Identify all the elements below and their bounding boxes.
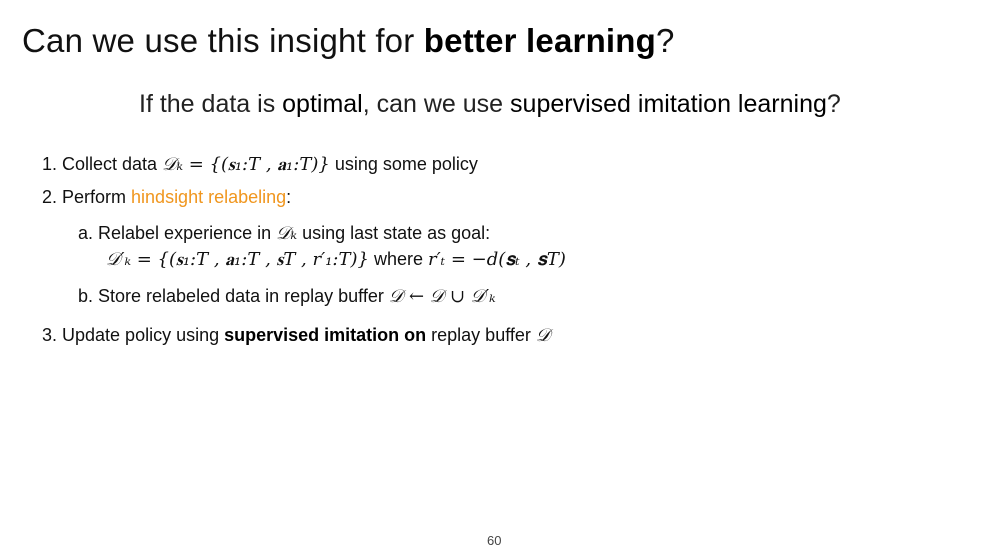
step-2-suffix: : — [286, 187, 292, 207]
step-2a-formula: 𝒟′ₖ = {(𝐬₁:T , 𝐚₁:T , 𝐬T , r′₁:T)} where… — [106, 249, 566, 270]
step-3-label: 3. Update policy using — [42, 325, 225, 345]
step-3: 3. Update policy using supervised imitat… — [42, 325, 550, 346]
step-2-label: 2. Perform — [42, 187, 132, 207]
title-emphasis: better learning — [423, 22, 657, 59]
step-2b-label: b. Store relabeled data in replay buffer — [78, 286, 389, 306]
step-2b: b. Store relabeled data in replay buffer… — [78, 286, 496, 307]
title-suffix: ? — [656, 22, 675, 59]
subtitle-part3: ? — [826, 90, 841, 118]
step-1: 1. Collect data 𝒟ₖ = {(𝐬₁:T , 𝐚₁:T)} usi… — [42, 154, 478, 175]
step-2a: a. Relabel experience in 𝒟ₖ using last s… — [78, 223, 490, 244]
subtitle-part2: , can we use — [362, 90, 511, 118]
step-3-math: 𝒟 — [535, 325, 551, 346]
step-3-emphasis: supervised imitation on — [224, 325, 427, 345]
step-1-label: 1. Collect data — [42, 154, 163, 174]
subtitle-emphasis-optimal: optimal — [282, 90, 363, 118]
step-1-math: 𝒟ₖ = {(𝐬₁:T , 𝐚₁:T)} — [162, 154, 330, 175]
step-2a-suffix: using last state as goal: — [297, 223, 491, 243]
step-2a-label: a. Relabel experience in — [78, 223, 277, 243]
subtitle-part1: If the data is — [139, 90, 283, 118]
page-number: 60 — [487, 533, 502, 548]
step-2b-math: 𝒟 ← 𝒟 ∪ 𝒟′ₖ — [388, 286, 496, 307]
step-2: 2. Perform hindsight relabeling: — [42, 187, 291, 208]
subtitle-emphasis-supervised: supervised imitation learning — [510, 90, 827, 118]
formula-middle: where — [368, 249, 428, 269]
formula-rhs: r′ₜ = −d(𝐬ₜ , 𝐬T) — [427, 249, 566, 270]
step-2-highlight: hindsight relabeling — [131, 187, 287, 207]
formula-lhs: 𝒟′ₖ = {(𝐬₁:T , 𝐚₁:T , 𝐬T , r′₁:T)} — [106, 249, 369, 270]
title-prefix: Can we use this insight for — [22, 22, 424, 59]
slide-subtitle: If the data is optimal, can we use super… — [139, 90, 841, 119]
step-3-suffix: replay buffer — [426, 325, 536, 345]
step-1-suffix: using some policy — [329, 154, 478, 174]
step-2a-math: 𝒟ₖ — [276, 223, 298, 244]
slide-title: Can we use this insight for better learn… — [22, 22, 675, 60]
